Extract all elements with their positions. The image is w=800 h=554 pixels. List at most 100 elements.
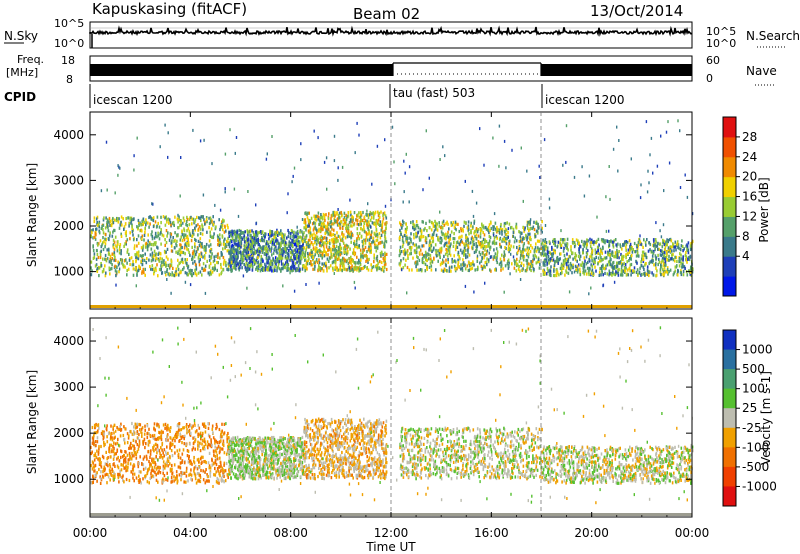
echo-cell (125, 469, 127, 473)
echo-cell (353, 261, 355, 265)
echo-cell (415, 227, 417, 231)
echo-cell (436, 222, 438, 226)
echo-cell (291, 261, 294, 265)
echo-cell (501, 228, 504, 232)
echo-cell (114, 235, 117, 239)
echo-cell (199, 216, 201, 220)
echo-cell (221, 252, 223, 256)
echo-cell (214, 445, 216, 449)
echo-cell (367, 213, 370, 217)
echo-cell (527, 232, 529, 236)
echo-cell (326, 266, 328, 270)
echo-cell (429, 261, 432, 265)
echo-cell (333, 159, 336, 163)
echo-cell (443, 254, 445, 258)
echo-cell (189, 233, 192, 237)
echo-cell (467, 220, 470, 224)
echo-cell (162, 423, 165, 427)
echo-cell (373, 242, 376, 246)
echo-cell (616, 271, 618, 275)
echo-cell (605, 256, 608, 260)
echo-cell (289, 258, 291, 262)
echo-cell (435, 226, 438, 230)
echo-cell (266, 261, 268, 265)
echo-cell (150, 259, 153, 263)
echo-cell (591, 268, 594, 272)
echo-cell (339, 248, 342, 252)
echo-cell (248, 253, 250, 257)
echo-cell (506, 237, 508, 241)
echo-cell (248, 267, 251, 271)
echo-cell (201, 242, 203, 246)
echo-cell (378, 211, 381, 215)
echo-cell (686, 195, 689, 199)
echo-cell (222, 218, 224, 222)
echo-cell (104, 242, 107, 246)
echo-cell (447, 230, 449, 234)
echo-cell (228, 231, 231, 235)
echo-cell (151, 264, 154, 268)
echo-cell (145, 241, 148, 245)
echo-cell (674, 265, 677, 269)
echo-cell (276, 259, 278, 263)
echo-cell (116, 249, 119, 253)
echo-cell (186, 215, 188, 219)
echo-cell (509, 272, 511, 276)
noise-tick-top: 10^5 (54, 17, 84, 30)
echo-cell (485, 252, 488, 256)
echo-cell (160, 228, 162, 232)
echo-cell (660, 235, 663, 239)
echo-cell (258, 264, 261, 268)
echo-cell (243, 237, 246, 241)
echo-cell (679, 270, 682, 275)
echo-cell (186, 271, 188, 275)
echo-cell (223, 243, 225, 247)
echo-cell (445, 235, 448, 239)
echo-cell (104, 253, 107, 258)
echo-cell (270, 239, 272, 244)
echo-cell (184, 271, 187, 275)
echo-cell (595, 250, 598, 254)
echo-cell (302, 245, 304, 249)
echo-cell (485, 245, 488, 249)
echo-cell (314, 253, 316, 257)
echo-cell (315, 246, 317, 250)
echo-cell (274, 232, 276, 236)
echo-cell (330, 220, 333, 224)
echo-cell (347, 261, 350, 266)
echo-cell (424, 226, 426, 231)
echo-cell (151, 234, 154, 238)
echo-cell (296, 237, 298, 242)
echo-cell (278, 267, 281, 271)
echo-cell (658, 242, 661, 246)
echo-cell (382, 253, 384, 257)
echo-cell (493, 255, 495, 259)
echo-cell (192, 272, 195, 276)
echo-cell (634, 250, 637, 254)
echo-cell (575, 267, 578, 271)
echo-cell (609, 271, 611, 275)
echo-cell (269, 240, 272, 244)
echo-cell (358, 211, 360, 215)
echo-cell (107, 229, 110, 233)
echo-cell (101, 243, 103, 247)
echo-cell (301, 230, 303, 234)
echo-cell (306, 262, 309, 266)
echo-cell (465, 221, 467, 225)
echo-cell (508, 222, 511, 226)
echo-cell (478, 240, 480, 244)
echo-cell (594, 258, 596, 262)
echo-cell (422, 220, 424, 224)
echo-cell (434, 224, 437, 228)
echo-cell (325, 261, 327, 265)
echo-cell (518, 247, 521, 251)
echo-cell (423, 261, 425, 265)
echo-cell (363, 238, 365, 242)
echo-cell (623, 261, 625, 265)
echo-cell (111, 234, 114, 238)
echo-cell (512, 230, 515, 234)
echo-cell (426, 265, 428, 269)
echo-cell (231, 250, 234, 254)
echo-cell (205, 217, 208, 221)
